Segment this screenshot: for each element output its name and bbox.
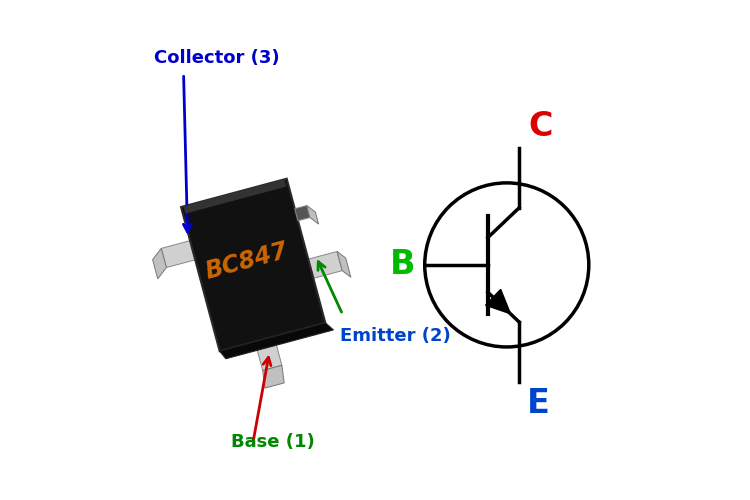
Polygon shape xyxy=(184,180,286,214)
Text: E: E xyxy=(526,386,550,420)
Text: Collector (3): Collector (3) xyxy=(154,48,279,66)
Polygon shape xyxy=(181,178,326,351)
Text: Emitter (2): Emitter (2) xyxy=(340,327,451,345)
Text: B: B xyxy=(390,248,416,282)
Text: Base (1): Base (1) xyxy=(231,434,314,452)
Text: BC847: BC847 xyxy=(203,239,291,284)
Text: C: C xyxy=(528,110,553,143)
Polygon shape xyxy=(307,206,319,224)
Polygon shape xyxy=(308,252,342,278)
Polygon shape xyxy=(485,290,511,314)
Polygon shape xyxy=(295,206,310,220)
Polygon shape xyxy=(220,323,334,358)
Polygon shape xyxy=(255,336,282,370)
Polygon shape xyxy=(161,240,195,268)
Polygon shape xyxy=(152,248,166,279)
Polygon shape xyxy=(337,252,351,278)
Polygon shape xyxy=(262,366,284,388)
